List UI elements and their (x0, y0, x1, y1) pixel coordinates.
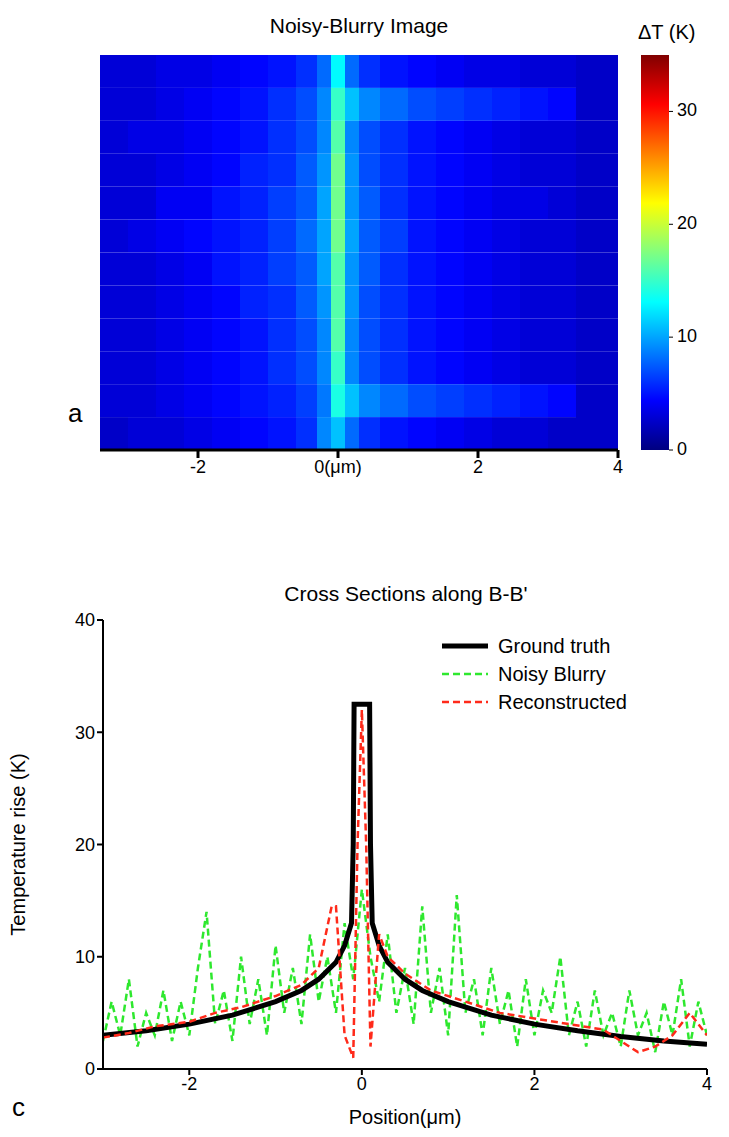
svg-text:0: 0 (85, 1059, 95, 1079)
svg-text:Temperature rise (K): Temperature rise (K) (7, 753, 29, 935)
svg-text:10: 10 (677, 326, 697, 346)
svg-text:10: 10 (75, 947, 95, 967)
svg-text:-2: -2 (190, 457, 206, 477)
html-text:Noisy Blurry: Noisy Blurry (498, 662, 606, 685)
svg-text:20: 20 (75, 835, 95, 855)
svg-text:4: 4 (702, 1074, 712, 1094)
svg-text:0(μm): 0(μm) (314, 457, 361, 477)
svg-text:ΔT (K): ΔT (K) (638, 21, 695, 43)
html-text:Ground truth: Ground truth (498, 634, 611, 657)
svg-text:0: 0 (677, 439, 687, 459)
svg-text:30: 30 (75, 723, 95, 743)
svg-text:Position(μm): Position(μm) (349, 1106, 462, 1128)
html-text:Noisy-Blurry Image: Noisy-Blurry Image (269, 14, 449, 37)
svg-text:-2: -2 (181, 1074, 197, 1094)
svg-text:20: 20 (677, 213, 697, 233)
html-text:Cross Sections along B-B': Cross Sections along B-B' (284, 582, 528, 605)
svg-text:4: 4 (613, 457, 623, 477)
svg-text:2: 2 (473, 457, 483, 477)
html-text:a: a (68, 398, 83, 428)
svg-text:40: 40 (75, 610, 95, 630)
html-text:c: c (12, 1092, 25, 1122)
svg-text:0: 0 (357, 1074, 367, 1094)
svg-text:2: 2 (529, 1074, 539, 1094)
html-text:Reconstructed: Reconstructed (498, 690, 627, 713)
svg-text:30: 30 (677, 100, 697, 120)
